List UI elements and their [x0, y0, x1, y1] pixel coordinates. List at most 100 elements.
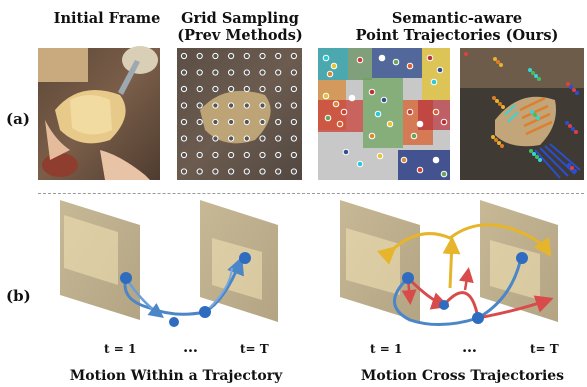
semantic-point	[426, 54, 434, 62]
trajectory-point	[501, 105, 505, 109]
left-time-label-end: t= T	[240, 342, 269, 356]
grid-point	[196, 52, 203, 60]
grid-point	[290, 151, 297, 159]
grid-point	[243, 69, 250, 76]
trajectory-point	[499, 63, 503, 67]
grid-point	[196, 102, 203, 109]
trajectory-point	[494, 138, 498, 142]
grid-point	[212, 118, 219, 126]
semantic-point	[430, 78, 438, 86]
trajectory-point	[497, 141, 501, 145]
trajectory-point	[569, 85, 573, 89]
left-time-label-ellipsis: …	[183, 338, 198, 356]
grid-point	[180, 85, 188, 93]
grid-point	[290, 85, 297, 93]
semantic-point	[336, 120, 344, 128]
grid-point	[228, 168, 235, 175]
caption-cross-trajectories: Motion Cross Trajectories	[360, 368, 565, 384]
grid-point	[243, 118, 250, 126]
grid-point	[275, 85, 282, 93]
semantic-point	[330, 62, 338, 70]
trajectory-point	[536, 116, 540, 120]
grid-point	[243, 52, 250, 60]
semantic-point	[416, 120, 424, 128]
semantic-point	[406, 108, 414, 116]
grid-point	[243, 168, 250, 175]
trajectory-point	[492, 96, 496, 100]
trajectory-point	[500, 144, 504, 148]
semantic-point	[440, 118, 448, 126]
initial-frame-image	[38, 46, 160, 180]
semantic-point	[324, 114, 332, 122]
grid-point	[243, 85, 250, 93]
grid-point	[228, 102, 235, 109]
trajectory-point	[528, 68, 532, 72]
semantic-point	[432, 108, 440, 116]
grid-point	[180, 168, 188, 175]
left-time-label-start: t = 1	[104, 342, 137, 356]
semantic-point	[378, 54, 386, 62]
grid-point	[290, 135, 297, 142]
grid-point	[243, 102, 250, 109]
grid-point	[196, 69, 203, 76]
trajectory-point	[531, 71, 535, 75]
semantic-point	[368, 88, 376, 96]
grid-point	[290, 69, 297, 76]
semantic-point	[374, 110, 382, 118]
semantic-point	[322, 54, 330, 62]
semantic-point	[322, 92, 330, 100]
semantic-point	[340, 108, 348, 116]
grid-point	[212, 52, 219, 60]
grid-point	[212, 85, 219, 93]
trajectory-point	[493, 57, 497, 61]
semantic-point	[332, 100, 340, 108]
grid-point	[275, 52, 282, 60]
trajectory-point	[572, 88, 576, 92]
semantic-point	[368, 132, 376, 140]
trajectory-point	[570, 166, 574, 170]
trajectory-point	[533, 113, 537, 117]
trajectory-point	[529, 149, 533, 153]
header-initial-frame: Initial Frame	[53, 10, 161, 27]
section-divider	[38, 193, 584, 194]
grid-point	[180, 151, 188, 159]
grid-point	[259, 151, 266, 159]
trajectory-point	[538, 158, 542, 162]
grid-point	[180, 102, 188, 109]
right-time-label-end: t= T	[530, 342, 559, 356]
grid-point	[275, 151, 282, 159]
grid-point	[259, 135, 266, 142]
semantic-point	[406, 62, 414, 70]
grid-point	[196, 135, 203, 142]
right-time-label-start: t = 1	[370, 342, 403, 356]
grid-point	[228, 85, 235, 93]
semantic-point	[440, 170, 448, 178]
grid-point	[290, 118, 297, 126]
trajectory-point	[574, 130, 578, 134]
trajectory-point	[464, 52, 468, 56]
grid-point	[212, 168, 219, 175]
semantic-regions-image	[318, 48, 450, 180]
grid-point	[259, 69, 266, 76]
trajectory-point	[530, 110, 534, 114]
grid-point	[180, 69, 188, 76]
grid-point	[212, 102, 219, 109]
grid-point	[259, 168, 266, 175]
semantic-point	[342, 148, 350, 156]
grid-point	[212, 69, 219, 76]
trajectory-point	[565, 121, 569, 125]
trajectory-point	[571, 127, 575, 131]
trajectory-point	[498, 102, 502, 106]
trajectory-point	[535, 155, 539, 159]
grid-point	[196, 151, 203, 159]
grid-point	[290, 168, 297, 175]
trajectory-point	[495, 99, 499, 103]
semantic-point	[410, 132, 418, 140]
trajectory-point	[534, 74, 538, 78]
trajectory-point	[496, 60, 500, 64]
grid-point	[275, 168, 282, 175]
semantic-point	[432, 156, 440, 164]
semantic-point	[356, 56, 364, 64]
trajectories-image	[460, 48, 584, 180]
